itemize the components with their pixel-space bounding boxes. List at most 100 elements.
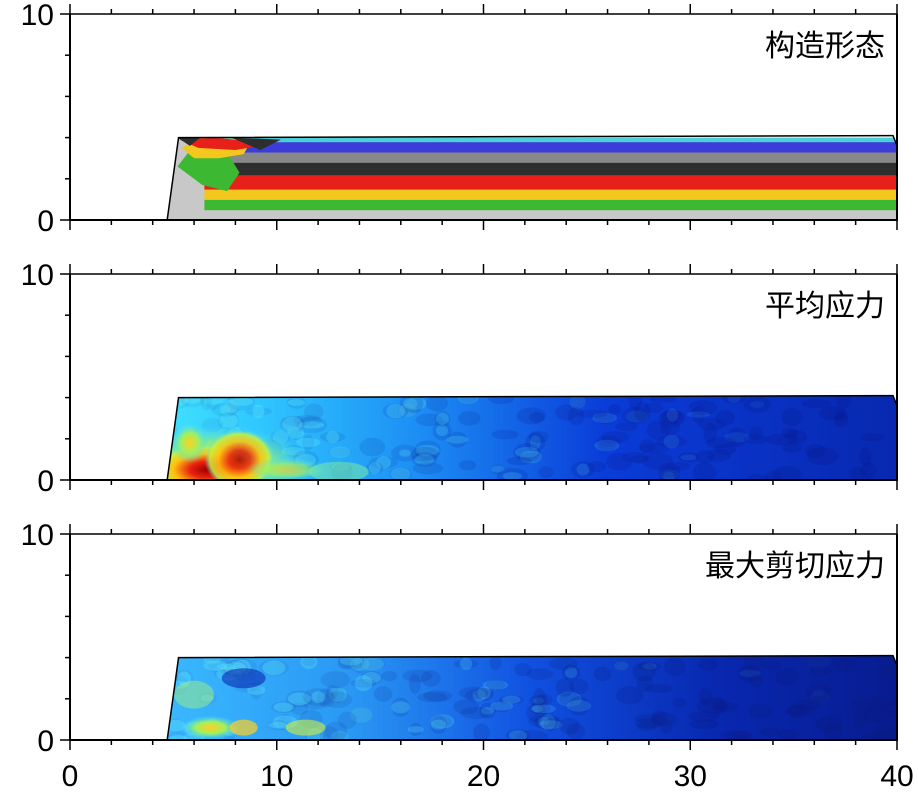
texture-blob	[659, 718, 673, 734]
layer-band	[167, 137, 898, 143]
texture-light	[614, 661, 629, 671]
texture-blob	[853, 711, 868, 730]
texture-blob	[634, 402, 651, 422]
texture-blob	[538, 466, 554, 479]
texture-blob	[691, 406, 706, 423]
texture-blob	[279, 416, 305, 433]
texture-blob	[748, 703, 773, 719]
texture-blob	[525, 432, 546, 453]
texture-blob	[567, 407, 585, 426]
texture-light	[531, 704, 544, 713]
texture-blob	[505, 729, 530, 740]
texture-blob	[696, 697, 728, 715]
texture-blob	[727, 427, 747, 448]
texture-blob	[667, 461, 691, 471]
texture-blob	[765, 433, 798, 446]
texture-light	[472, 689, 486, 702]
texture-blob	[526, 668, 554, 680]
texture-blob	[721, 395, 747, 404]
texture-blob	[373, 686, 393, 702]
texture-light	[406, 398, 418, 409]
texture-blob	[863, 707, 893, 723]
texture-blob	[634, 718, 662, 729]
texture-light	[398, 404, 418, 417]
texture-blob	[743, 434, 768, 445]
texture-blob	[270, 701, 296, 714]
texture-blob	[303, 403, 324, 421]
texture-blob	[743, 396, 771, 413]
texture-light	[477, 686, 491, 699]
texture-blob	[785, 704, 817, 717]
y-tick-label: 10	[21, 259, 54, 292]
texture-blob	[836, 395, 852, 410]
texture-light	[809, 691, 830, 703]
panel-title: 构造形态	[765, 29, 885, 64]
texture-blob	[636, 675, 654, 692]
texture-blob	[352, 655, 368, 674]
y-tick-label: 10	[21, 519, 54, 552]
texture-blob	[805, 683, 832, 703]
warm-zone-3	[247, 457, 328, 480]
texture-light	[368, 461, 381, 475]
texture-light	[724, 432, 750, 443]
texture-blob	[634, 713, 663, 724]
texture-blob	[303, 700, 327, 710]
texture-light	[807, 655, 831, 668]
texture-blob	[528, 412, 545, 423]
texture-blob	[804, 444, 826, 458]
texture-light	[273, 702, 294, 712]
texture-blob	[737, 664, 763, 683]
texture-blob	[689, 400, 717, 416]
texture-blob	[823, 723, 843, 740]
texture-light	[203, 656, 220, 664]
texture-light	[576, 463, 590, 476]
panel-2: 0 10 平均应力	[21, 259, 898, 498]
texture-light	[538, 720, 563, 729]
texture-blob	[350, 679, 377, 688]
texture-light	[459, 657, 473, 670]
texture-blob	[496, 467, 528, 480]
texture-light	[556, 691, 582, 707]
texture-blob	[749, 425, 763, 441]
texture-blob	[359, 658, 385, 671]
texture-blob	[651, 712, 678, 727]
texture-blob	[655, 435, 687, 448]
texture-light	[727, 395, 741, 404]
texture-blob	[697, 417, 726, 431]
texture-blob	[555, 678, 574, 697]
texture-blob	[369, 456, 398, 469]
texture-light	[812, 688, 825, 697]
texture-blob	[398, 404, 418, 417]
texture-blob	[860, 461, 877, 480]
texture-blob	[688, 711, 720, 722]
texture-blob	[626, 411, 648, 422]
texture-blob	[434, 411, 451, 427]
texture-blob	[328, 447, 352, 457]
texture-blob	[414, 440, 441, 461]
texture-light	[350, 707, 373, 723]
texture-blob	[506, 456, 533, 466]
texture-light	[224, 399, 238, 414]
texture-light	[446, 435, 469, 444]
texture-light	[339, 656, 363, 666]
texture-light	[625, 410, 649, 423]
texture-blob	[491, 429, 519, 440]
texture-blob	[326, 684, 339, 700]
texture-blob	[459, 395, 477, 404]
texture-blob	[555, 404, 578, 421]
texture-blob	[518, 452, 544, 462]
texture-blob	[859, 447, 872, 467]
texture-blob	[815, 716, 845, 732]
texture-light	[533, 697, 545, 705]
texture-light	[287, 692, 312, 706]
texture-blob	[775, 668, 799, 686]
texture-blob	[319, 431, 346, 443]
texture-blob	[658, 410, 685, 428]
texture-blob	[760, 660, 782, 671]
texture-light	[594, 439, 620, 452]
texture-light	[390, 701, 410, 714]
texture-light	[399, 449, 412, 457]
texture-light	[481, 707, 495, 715]
texture-blob	[782, 443, 803, 453]
texture-light	[508, 730, 528, 740]
